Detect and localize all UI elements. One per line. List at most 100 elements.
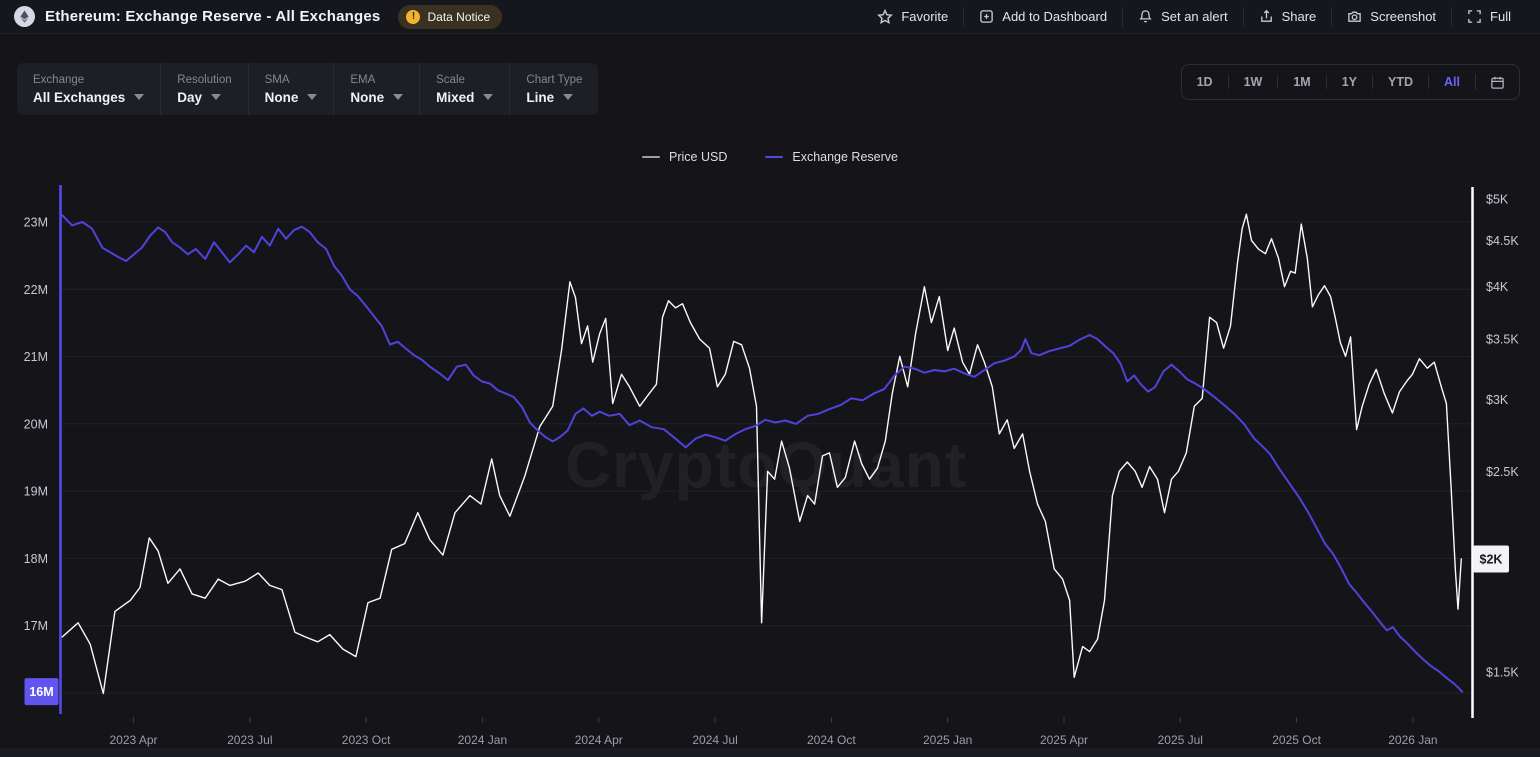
bottom-strip [0,748,1540,757]
favorite-button[interactable]: Favorite [862,7,963,27]
header-actions: Favorite Add to Dashboard Set an alert S… [862,0,1526,33]
left-axis-label: 17M [24,619,48,633]
range-option-1d[interactable]: 1D [1196,75,1213,89]
chevron-down-icon [211,94,222,100]
chart-type-select-label: Chart Type [526,73,583,86]
fullscreen-label: Full [1490,9,1511,24]
calendar-icon [1491,76,1504,89]
range-option-1m[interactable]: 1M [1277,75,1325,89]
legend-swatch [642,155,661,159]
price-usd-line [61,213,1463,695]
chevron-down-icon [563,94,574,100]
screenshot-label: Screenshot [1370,9,1437,24]
share-label: Share [1281,9,1317,24]
x-axis-label: 2023 Oct [342,733,391,747]
right-axis-label: $5K [1486,193,1509,207]
x-axis-label: 2024 Jan [458,733,507,747]
header: Ethereum: Exchange Reserve - All Exchang… [0,0,1540,34]
left-axis-label: 21M [24,350,48,364]
price-value-badge [1473,545,1509,573]
right-axis-label: $3K [1486,393,1509,407]
left-axis-label: 23M [24,216,48,230]
range-option-1w[interactable]: 1W [1227,75,1278,89]
right-axis-label: $1.5K [1486,665,1519,679]
chart-legend: Price USD Exchange Reserve [0,150,1540,164]
legend-label-exchange-reserve: Exchange Reserve [792,150,898,164]
chart-type-select[interactable]: Chart Type Line [509,63,598,115]
resolution-select-value: Day [177,89,203,105]
dashboard-plus-icon [980,10,994,23]
right-axis-label: $2.5K [1486,465,1519,479]
x-axis-label: 2025 Jul [1158,733,1203,747]
scale-select[interactable]: Scale Mixed [419,63,509,115]
ema-select[interactable]: EMA None [333,63,419,115]
data-notice-label: Data Notice [427,9,491,24]
camera-icon [1348,11,1362,22]
add-to-dashboard-label: Add to Dashboard [1002,9,1108,24]
star-icon [877,8,894,24]
range-option-all[interactable]: All [1428,75,1475,89]
left-axis-label: 18M [24,552,48,566]
left-axis-label: 22M [24,283,48,297]
scale-select-value: Mixed [436,89,475,105]
page-title: Ethereum: Exchange Reserve - All Exchang… [45,8,381,25]
x-axis-label: 2024 Jul [692,733,737,747]
fullscreen-icon [1468,10,1481,23]
chart-type-select-value: Line [526,89,555,105]
exchange-select-value: All Exchanges [33,89,126,105]
fullscreen-button[interactable]: Full [1451,6,1526,27]
chevron-down-icon [483,94,494,100]
screenshot-button[interactable]: Screenshot [1331,6,1451,27]
set-alert-label: Set an alert [1161,9,1228,24]
favorite-label: Favorite [901,9,949,24]
bell-icon [1139,10,1152,23]
chevron-down-icon [393,94,404,100]
x-axis-label: 2025 Oct [1272,733,1321,747]
sma-select-value: None [264,89,299,105]
ema-select-value: None [350,89,385,105]
add-to-dashboard-button[interactable]: Add to Dashboard [963,6,1122,27]
legend-label-price-usd: Price USD [669,150,728,164]
legend-item-price-usd[interactable]: Price USD [642,150,727,164]
chart-settings-toolbar: Exchange All Exchanges Resolution Day SM… [17,63,599,115]
data-notice-badge[interactable]: ! Data Notice [398,4,503,29]
chevron-down-icon [307,94,318,100]
set-alert-button[interactable]: Set an alert [1122,6,1243,27]
x-axis-label: 2024 Oct [807,733,856,747]
header-left: Ethereum: Exchange Reserve - All Exchang… [14,4,503,29]
share-icon [1260,9,1272,22]
range-option-1y[interactable]: 1Y [1325,75,1372,89]
resolution-select[interactable]: Resolution Day [160,63,247,115]
x-axis-label: 2025 Jan [923,733,972,747]
right-axis-label: $4.5K [1486,234,1519,248]
left-axis-label: 19M [24,485,48,499]
x-axis-label: 2024 Apr [575,733,623,747]
sma-select-label: SMA [264,73,290,86]
legend-swatch [765,155,784,159]
exchange-select[interactable]: Exchange All Exchanges [17,63,160,115]
chevron-down-icon [134,94,145,100]
x-axis-label: 2023 Apr [109,733,157,747]
reserve-value-badge-label: 16M [29,685,53,699]
x-axis-label: 2025 Apr [1040,733,1088,747]
range-option-ytd[interactable]: YTD [1372,75,1428,89]
ethereum-logo-icon [14,6,35,27]
right-axis-label: $3.5K [1486,333,1519,347]
exchange-reserve-line [61,214,1464,693]
share-button[interactable]: Share [1242,6,1332,27]
x-axis-label: 2026 Jan [1388,733,1437,747]
scale-select-label: Scale [436,73,465,86]
exchange-select-label: Exchange [33,73,85,86]
resolution-select-label: Resolution [177,73,232,86]
reserve-value-badge [24,678,59,706]
left-axis-label: 20M [24,417,48,431]
price-value-badge-label: $2K [1480,552,1503,566]
legend-item-exchange-reserve[interactable]: Exchange Reserve [765,150,898,164]
ema-select-label: EMA [350,73,376,86]
right-axis-label: $4K [1486,280,1509,294]
time-range-selector: 1D 1W 1M 1Y YTD All [1180,64,1520,100]
calendar-button[interactable] [1475,74,1519,90]
sma-select[interactable]: SMA None [247,63,334,115]
exclamation-icon: ! [406,9,421,24]
